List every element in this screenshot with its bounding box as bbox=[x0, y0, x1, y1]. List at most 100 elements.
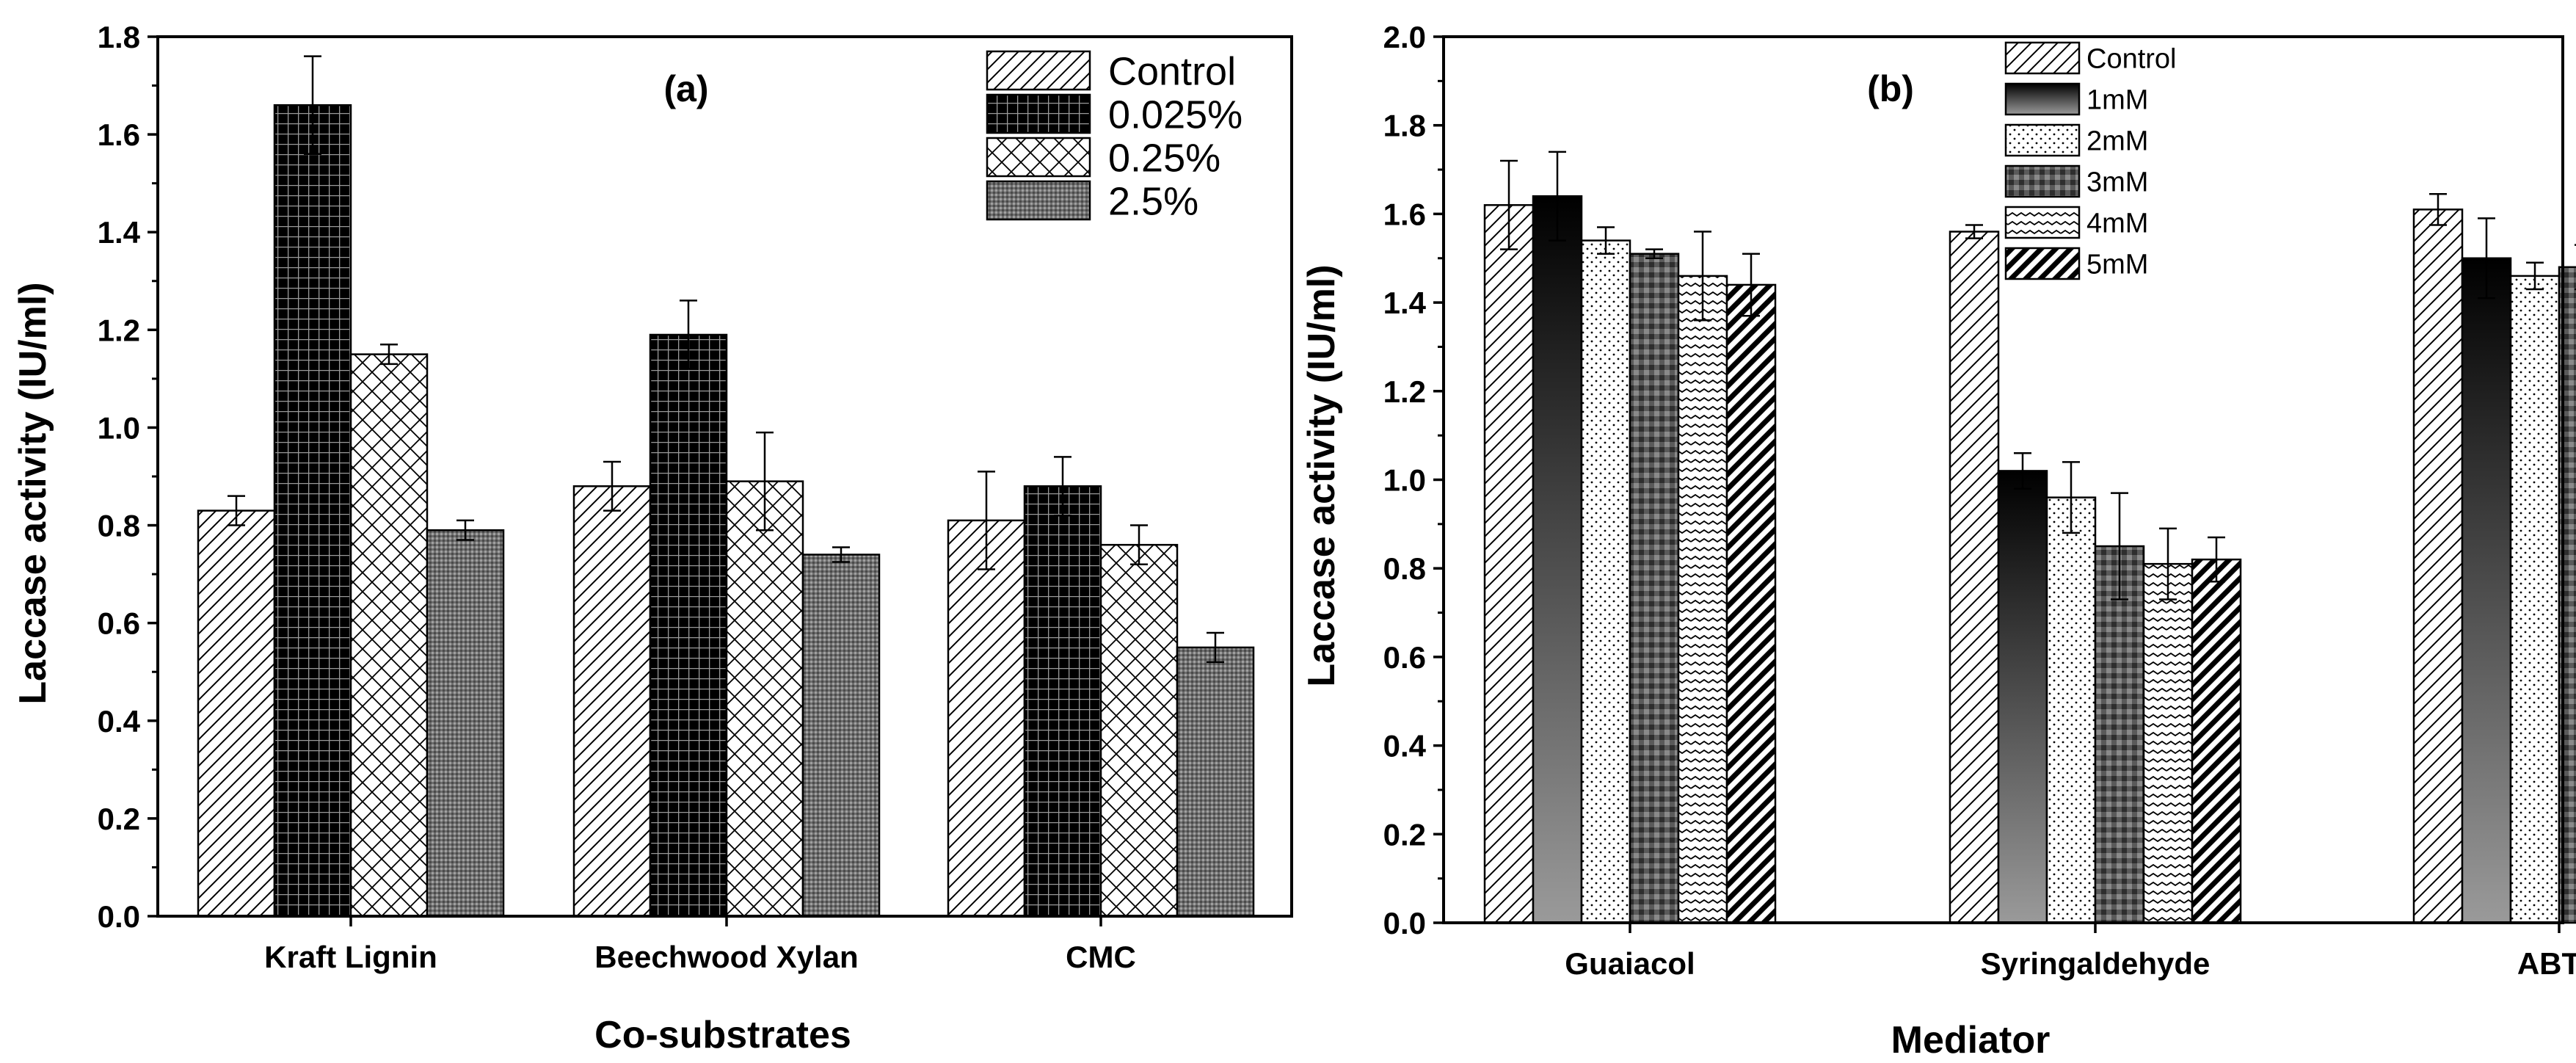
bar bbox=[197, 509, 276, 918]
panel-a-plot-area: 0.0 0.2 0.4 0.6 0.8 1.0 1.2 1.4 1.6 1.8 Kraft Lign… bbox=[98, 20, 1293, 974]
bar bbox=[1023, 485, 1102, 918]
error-bar bbox=[2478, 217, 2495, 300]
error-bar bbox=[1500, 159, 1518, 250]
error-bar bbox=[2062, 461, 2080, 534]
error-bar bbox=[2526, 261, 2544, 291]
error-bar bbox=[456, 519, 474, 541]
panel-b-plot-area: 0.0 0.2 0.4 0.6 0.8 1.0 1.2 1.4 1.6 1.8 2.0 Guaiaco… bbox=[1383, 20, 2576, 981]
bar bbox=[1532, 195, 1583, 924]
error-bar bbox=[2159, 527, 2177, 601]
panel-b-y-axis-title: Laccase activity (IU/ml) bbox=[1300, 264, 1343, 686]
error-bar bbox=[304, 55, 321, 155]
legend-swatch bbox=[2004, 164, 2081, 198]
legend-label: Control bbox=[1108, 49, 1236, 93]
y-tick-label: 2.0 bbox=[1383, 20, 1426, 54]
error-bar bbox=[1965, 224, 1983, 239]
error-bar bbox=[380, 344, 398, 366]
bar bbox=[2094, 545, 2145, 924]
bar bbox=[1483, 204, 1535, 924]
error-bar bbox=[228, 495, 245, 526]
error-bar bbox=[1597, 226, 1615, 255]
legend-label: Control bbox=[2086, 44, 2177, 75]
legend-label: 3mM bbox=[2086, 167, 2148, 198]
y-tick-label: 0.0 bbox=[1383, 906, 1426, 940]
panel-a-x-axis-title: Co-substrates bbox=[594, 1014, 851, 1056]
bar bbox=[572, 485, 652, 918]
error-bar bbox=[603, 460, 621, 512]
x-tick-label: CMC bbox=[1066, 940, 1136, 974]
bar bbox=[1580, 239, 1631, 924]
error-bar bbox=[1130, 524, 1148, 566]
legend-swatch bbox=[2004, 206, 2081, 239]
bar bbox=[2045, 496, 2097, 924]
error-bar bbox=[680, 300, 697, 370]
legend-label: 1mM bbox=[2086, 85, 2148, 116]
y-tick-label: 1.6 bbox=[98, 117, 140, 152]
y-tick-label: 0.2 bbox=[98, 802, 140, 836]
y-tick-label: 0.4 bbox=[1383, 729, 1427, 763]
y-tick-label: 1.2 bbox=[98, 313, 140, 347]
panel-a-label: (a) bbox=[663, 68, 708, 109]
y-tick-label: 0.4 bbox=[98, 704, 141, 739]
error-bar bbox=[2111, 492, 2128, 601]
bar bbox=[426, 529, 505, 918]
error-bar bbox=[2014, 452, 2031, 490]
legend-label: 2.5% bbox=[1108, 179, 1198, 223]
legend-swatch bbox=[2004, 247, 2081, 280]
legend-swatch bbox=[986, 137, 1091, 178]
legend-swatch bbox=[986, 180, 1091, 221]
bar bbox=[725, 480, 804, 918]
x-tick-label: ABTS bbox=[2517, 946, 2576, 981]
y-tick-label: 0.0 bbox=[98, 899, 140, 934]
bar bbox=[1176, 646, 1255, 918]
error-bar bbox=[1207, 631, 1224, 664]
y-tick-label: 1.2 bbox=[1383, 374, 1426, 409]
y-tick-label: 1.0 bbox=[98, 410, 140, 445]
panel-a-y-axis-title: Laccase activity (IU/ml) bbox=[12, 282, 54, 704]
error-bar bbox=[832, 546, 850, 563]
error-bar bbox=[2208, 536, 2225, 583]
legend-swatch bbox=[986, 50, 1091, 91]
bar bbox=[1949, 231, 2000, 924]
error-bar bbox=[2429, 192, 2447, 226]
y-tick-label: 1.8 bbox=[98, 20, 140, 54]
panel-a: 0.0 0.2 0.4 0.6 0.8 1.0 1.2 1.4 1.6 1.8 Kraft Lign… bbox=[12, 20, 1293, 1056]
error-bar bbox=[1645, 248, 1663, 259]
x-tick-label: Guaiacol bbox=[1565, 946, 1695, 981]
bar bbox=[947, 519, 1026, 918]
legend-swatch bbox=[2004, 41, 2081, 75]
panel-b: 0.0 0.2 0.4 0.6 0.8 1.0 1.2 1.4 1.6 1.8 2.0 Guaiaco… bbox=[1300, 20, 2576, 1062]
x-tick-label: Beechwood Xylan bbox=[594, 940, 858, 974]
legend-swatch bbox=[2004, 82, 2081, 116]
error-bar bbox=[1694, 231, 1711, 322]
bar bbox=[2461, 257, 2512, 924]
error-bar bbox=[1742, 253, 1760, 317]
y-tick-label: 1.4 bbox=[1383, 286, 1427, 320]
y-tick-label: 0.6 bbox=[98, 606, 140, 641]
bar bbox=[801, 554, 881, 918]
x-tick-label: Syringaldehyde bbox=[1981, 946, 2211, 981]
legend-label: 4mM bbox=[2086, 208, 2148, 239]
y-tick-label: 0.2 bbox=[1383, 817, 1426, 852]
bar bbox=[2142, 562, 2194, 924]
legend-swatch bbox=[986, 93, 1091, 134]
bar bbox=[349, 353, 429, 918]
error-bar bbox=[1549, 150, 1566, 242]
panel-b-x-axis-title: Mediator bbox=[1891, 1019, 2051, 1062]
error-bar bbox=[978, 471, 995, 570]
bar bbox=[1677, 275, 1728, 924]
legend-label: 5mM bbox=[2086, 250, 2148, 280]
bar bbox=[1725, 283, 1777, 924]
y-tick-label: 1.4 bbox=[98, 215, 141, 250]
panel-b-label: (b) bbox=[1867, 68, 1914, 109]
legend-label: 0.25% bbox=[1108, 136, 1220, 180]
y-tick-label: 0.6 bbox=[1383, 640, 1426, 675]
bar bbox=[2509, 275, 2561, 924]
legend-label: 2mM bbox=[2086, 126, 2148, 157]
bar bbox=[273, 104, 352, 918]
error-bar bbox=[756, 431, 774, 532]
y-tick-label: 1.6 bbox=[1383, 197, 1426, 231]
y-tick-label: 0.8 bbox=[1383, 551, 1426, 586]
